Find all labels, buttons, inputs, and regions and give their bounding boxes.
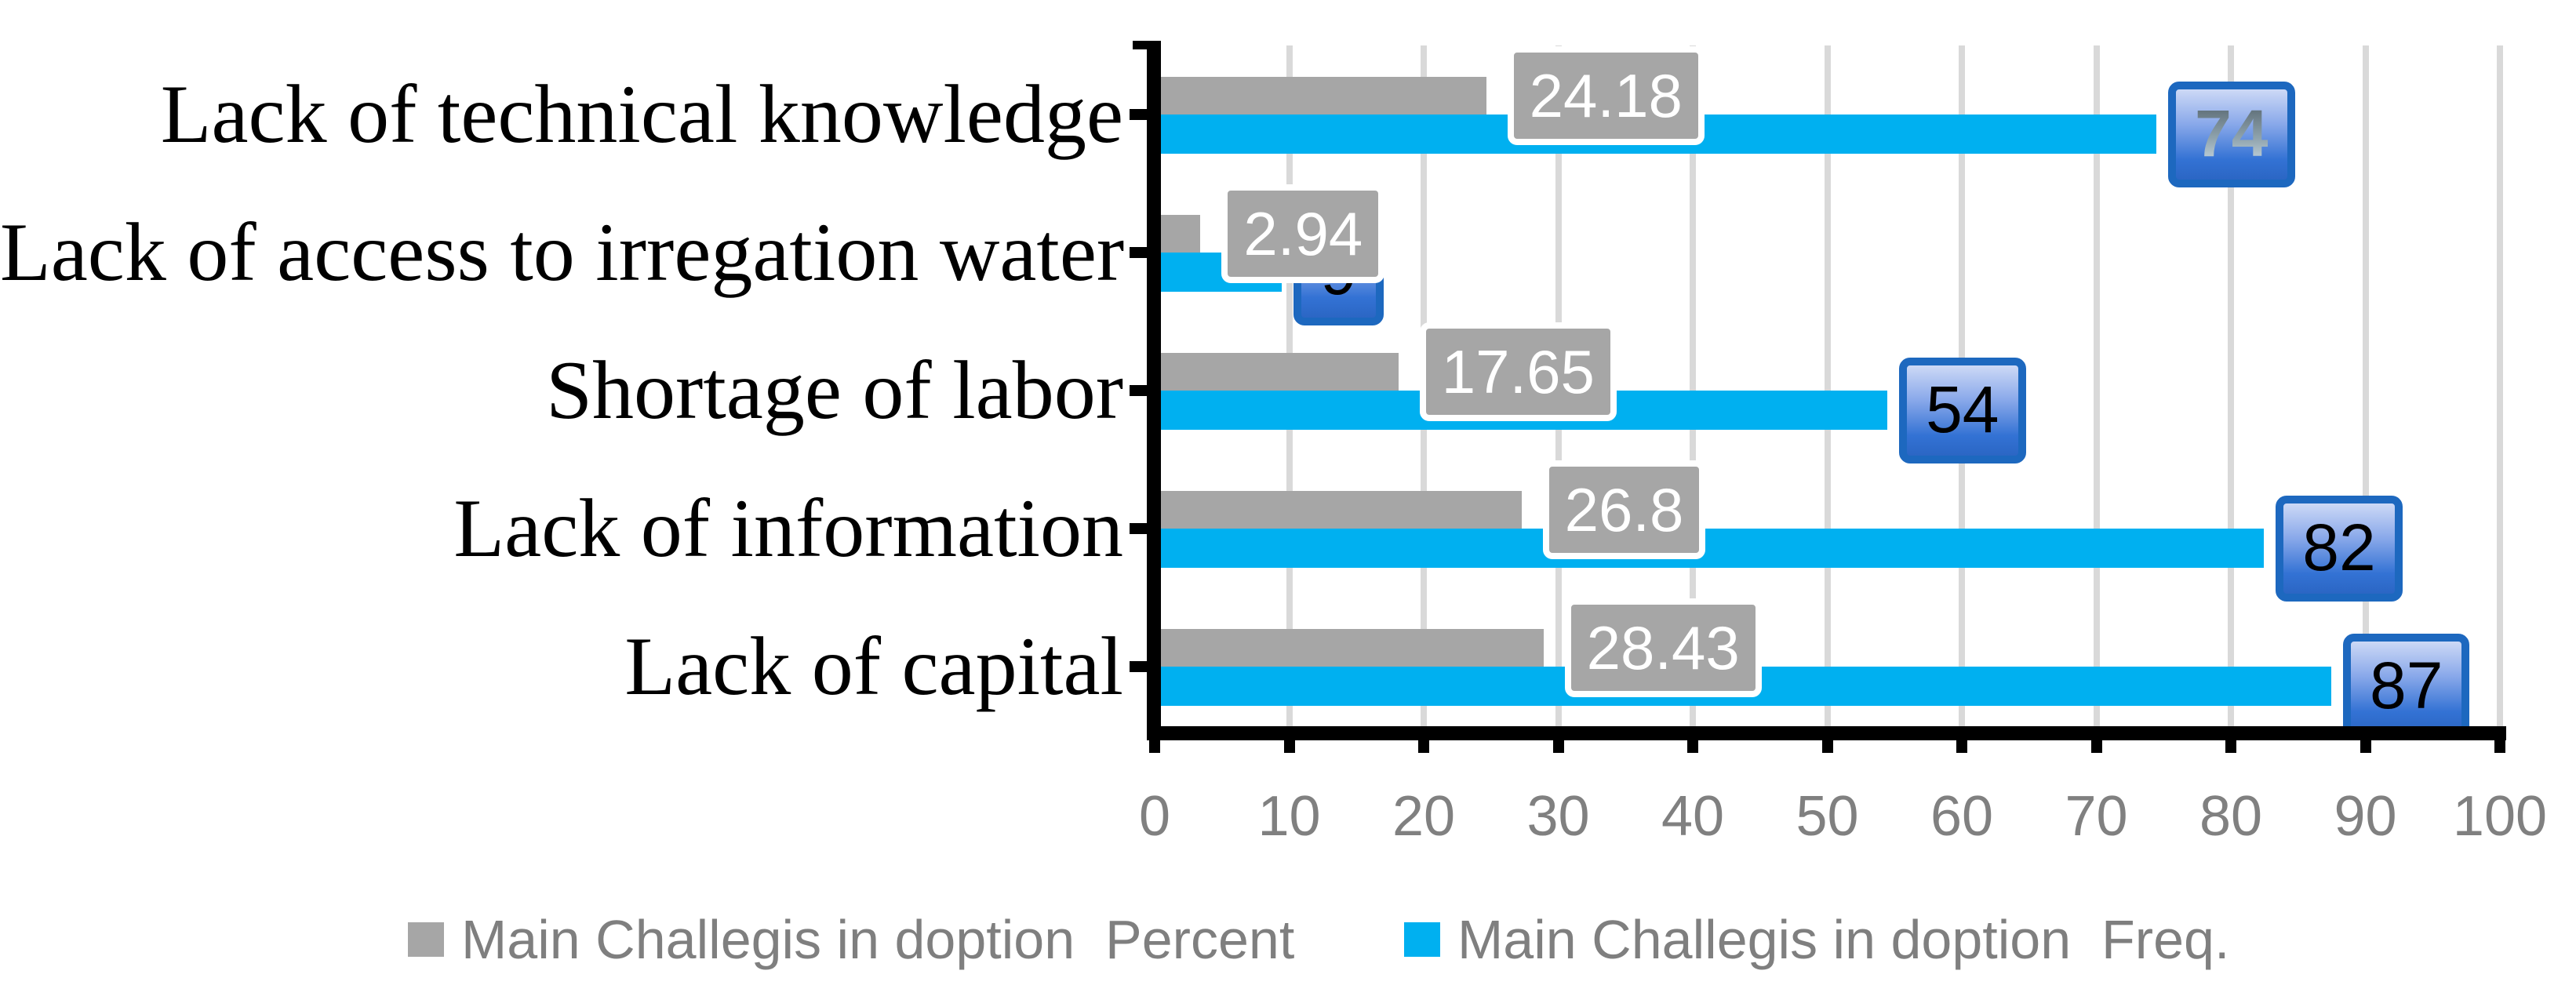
- x-axis-tick-label: 10: [1257, 785, 1321, 848]
- x-axis-tick: [1956, 740, 1967, 753]
- x-axis-tick-label: 30: [1526, 785, 1590, 848]
- x-axis-tick-label: 50: [1796, 785, 1859, 848]
- x-axis-tick-label: 40: [1661, 785, 1725, 848]
- x-axis-tick-label: 90: [2334, 785, 2397, 848]
- category-label: Lack of capital: [624, 620, 1123, 712]
- x-axis-tick: [1149, 740, 1160, 753]
- bar-percent: [1161, 215, 1201, 253]
- legend-swatch-freq: [1404, 922, 1440, 957]
- data-label-freq-text: 82: [2302, 511, 2376, 584]
- category-label: Shortage of labor: [546, 344, 1123, 436]
- gridline: [1690, 45, 1696, 726]
- y-axis-line: [1147, 41, 1161, 740]
- data-label-percent: 17.65: [1419, 322, 1617, 421]
- data-label-freq-text: 54: [1926, 373, 1999, 446]
- x-axis-tick: [1418, 740, 1429, 753]
- x-axis-tick: [1687, 740, 1698, 753]
- x-axis-tick: [2225, 740, 2236, 753]
- data-label-percent: 28.43: [1564, 598, 1762, 697]
- x-axis-tick-label: 0: [1138, 785, 1171, 848]
- category-tick: [1130, 661, 1147, 672]
- data-label-freq: 82: [2276, 496, 2403, 602]
- x-axis-tick: [2090, 740, 2102, 753]
- data-label-freq-text: 87: [2370, 649, 2443, 722]
- data-label-freq-text: 74: [2195, 96, 2269, 170]
- data-label-percent: 26.8: [1542, 460, 1706, 559]
- category-tick: [1130, 109, 1147, 120]
- legend-swatch-percent: [408, 922, 444, 957]
- x-axis-tick-label: 80: [2199, 785, 2263, 848]
- legend-item-freq: Main Challegis in doption Freq.: [1404, 907, 2229, 972]
- data-label-freq: 87: [2343, 634, 2470, 740]
- gridline: [2362, 45, 2369, 726]
- data-label-percent: 2.94: [1221, 184, 1385, 283]
- category-tick: [1130, 523, 1147, 534]
- category-label: Lack of access to irregation water: [0, 206, 1125, 298]
- category-tick: [1130, 385, 1147, 396]
- y-axis-top-tick: [1133, 41, 1161, 49]
- legend-label-freq: Main Challegis in doption Freq.: [1457, 909, 2230, 970]
- data-label-freq: 54: [1899, 358, 2026, 463]
- x-axis-line: [1147, 726, 2506, 740]
- gridline: [1824, 45, 1831, 726]
- x-axis-tick-label: 20: [1392, 785, 1456, 848]
- bar-percent: [1161, 491, 1522, 529]
- category-label: Lack of information: [453, 482, 1123, 574]
- bar-percent: [1161, 629, 1544, 667]
- bar-freq: [1161, 529, 2265, 568]
- gridline: [2228, 45, 2234, 726]
- x-axis-tick: [1821, 740, 1833, 753]
- data-label-percent: 24.18: [1507, 46, 1705, 145]
- legend-label-percent: Main Challegis in doption Percent: [461, 909, 1295, 970]
- x-axis-tick: [2360, 740, 2371, 753]
- category-label: Lack of technical knowledge: [160, 68, 1123, 160]
- x-axis-tick: [1283, 740, 1295, 753]
- data-label-freq: 74: [2168, 82, 2295, 187]
- bar-percent: [1161, 77, 1486, 115]
- gridline: [2093, 45, 2100, 726]
- x-axis-tick: [1552, 740, 1564, 753]
- legend-item-percent: Main Challegis in doption Percent: [408, 907, 1294, 972]
- category-tick: [1130, 247, 1147, 258]
- x-axis-tick: [2494, 740, 2505, 753]
- x-axis-tick-label: 100: [2452, 785, 2548, 848]
- gridline: [2497, 45, 2503, 726]
- x-axis-tick-label: 70: [2065, 785, 2128, 848]
- x-axis-tick-label: 60: [1930, 785, 1994, 848]
- bar-percent: [1161, 353, 1399, 391]
